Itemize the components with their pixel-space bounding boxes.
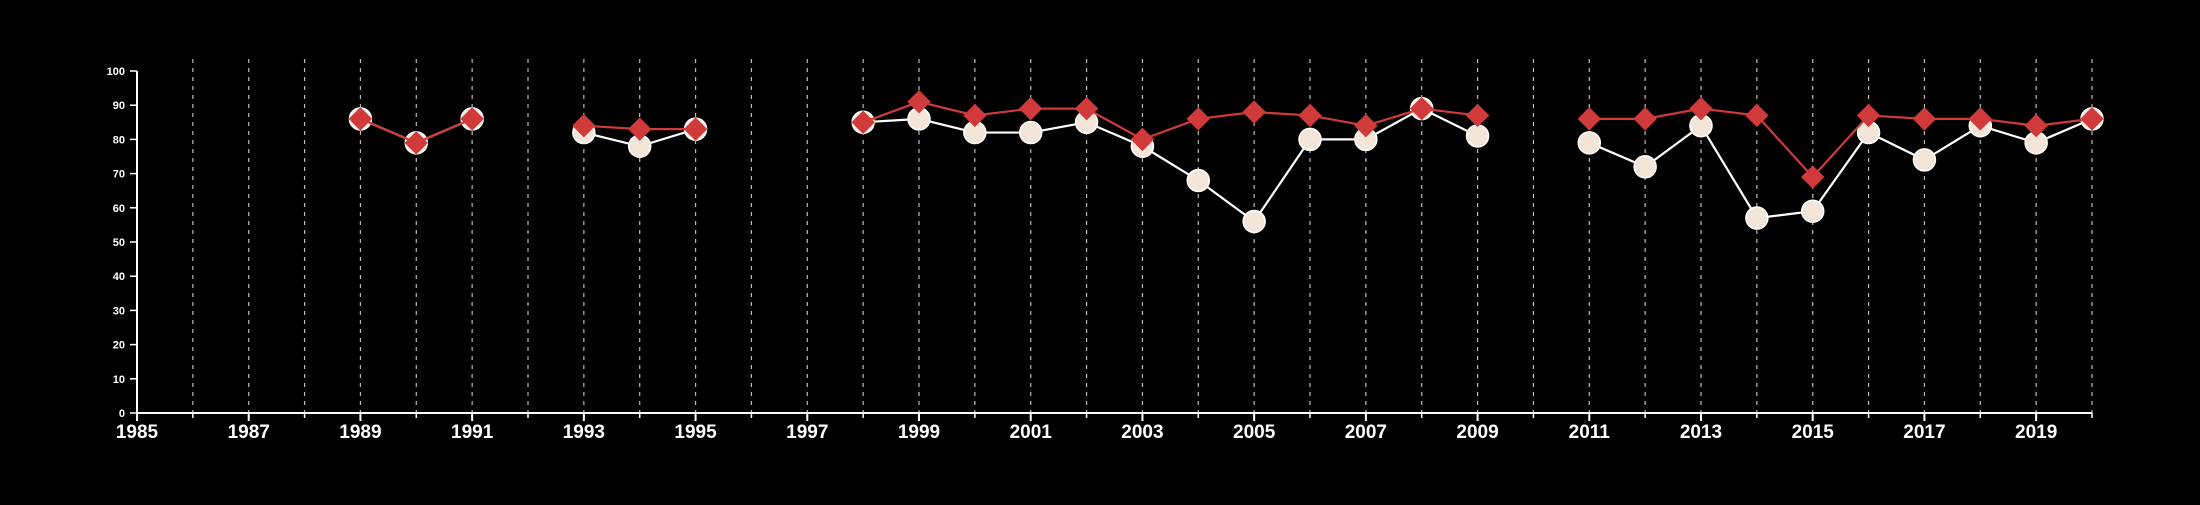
point-diamond-2019	[2024, 114, 2048, 138]
x-tick-label-1997: 1997	[786, 422, 828, 443]
point-diamond-1991	[460, 107, 484, 131]
x-tick-label-1989: 1989	[339, 422, 381, 443]
x-tick-label-2003: 2003	[1121, 422, 1163, 443]
x-tick-label-2015: 2015	[1792, 422, 1835, 443]
point-diamond-1998	[851, 110, 875, 135]
x-tick-label-1999: 1999	[898, 422, 940, 443]
x-tick-label-2009: 2009	[1456, 422, 1498, 443]
point-circle-2017	[1912, 148, 1937, 172]
point-diamond-2013	[1689, 96, 1713, 121]
point-circle-2004	[1186, 168, 1211, 193]
point-circle-2015	[1800, 199, 1825, 223]
x-tick-label-2005: 2005	[1233, 422, 1276, 443]
y-tick-label-30: 30	[113, 305, 125, 317]
y-tick-label-60: 60	[113, 203, 125, 215]
point-diamond-2008	[1410, 96, 1434, 121]
x-tick-label-2013: 2013	[1680, 422, 1722, 443]
point-diamond-2016	[1856, 103, 1881, 128]
point-circle-2012	[1633, 155, 1657, 179]
x-tick-label-2011: 2011	[1569, 422, 1611, 443]
point-circle-2009	[1465, 124, 1490, 148]
y-tick-label-90: 90	[113, 100, 125, 112]
series-2-line-segment-4	[1589, 107, 2093, 179]
y-tick-label-0: 0	[119, 408, 125, 420]
point-diamond-2000	[963, 103, 987, 128]
series-1-circle	[348, 96, 2104, 234]
series-2-diamond	[348, 90, 2104, 189]
point-diamond-1989	[348, 107, 373, 131]
point-diamond-2001	[1019, 96, 1043, 121]
point-diamond-2004	[1186, 107, 1210, 131]
x-tick-label-1995: 1995	[674, 422, 717, 443]
point-diamond-2011	[1577, 107, 1601, 131]
axis-layer: 0 10 20 30 40 50 60 70 80 90 100 1985 1987 1989 1991 19…	[107, 66, 2093, 443]
point-diamond-2012	[1633, 107, 1657, 131]
point-circle-2014	[1745, 206, 1769, 230]
point-diamond-2018	[1968, 107, 1992, 131]
point-diamond-2009	[1465, 103, 1490, 128]
y-tick-label-50: 50	[113, 237, 125, 249]
point-diamond-2002	[1074, 96, 1099, 121]
y-tick-label-40: 40	[113, 271, 125, 283]
y-tick-label-70: 70	[113, 169, 125, 181]
point-diamond-1995	[683, 117, 708, 141]
series-1-line-segment-4	[1588, 117, 2093, 220]
series-1-line-segment-3	[863, 107, 1479, 224]
series-layer	[348, 90, 2104, 234]
x-tick-label-2001: 2001	[1010, 422, 1053, 443]
y-tick-label-100: 100	[107, 66, 125, 78]
point-circle-2011	[1577, 131, 1602, 155]
x-tick-label-1987: 1987	[228, 422, 270, 443]
x-tick-label-2017: 2017	[1903, 422, 1945, 443]
point-circle-2001	[1018, 120, 1043, 145]
y-tick-label-10: 10	[113, 374, 125, 386]
point-circle-2006	[1298, 127, 1322, 152]
point-diamond-2007	[1354, 114, 1378, 138]
x-tick-label-1985: 1985	[116, 422, 159, 443]
x-tick-label-1991: 1991	[451, 422, 494, 443]
point-diamond-1994	[628, 117, 652, 141]
point-diamond-2005	[1242, 100, 1266, 124]
x-tick-label-2019: 2019	[2015, 422, 2057, 443]
point-diamond-2015	[1801, 165, 1825, 189]
series-2-line-segment-3	[862, 100, 1478, 141]
point-diamond-2020	[2080, 107, 2104, 131]
point-diamond-2003	[1130, 127, 1155, 152]
point-circle-2005	[1242, 209, 1266, 234]
point-diamond-1993	[572, 114, 596, 138]
point-diamond-2006	[1298, 103, 1322, 128]
point-diamond-1990	[404, 131, 428, 155]
x-tick-label-1993: 1993	[563, 422, 605, 443]
y-tick-label-80: 80	[113, 134, 125, 146]
x-tick-label-2007: 2007	[1345, 422, 1387, 443]
point-diamond-2014	[1745, 103, 1769, 128]
point-diamond-2017	[1912, 107, 1937, 131]
y-tick-label-20: 20	[113, 340, 125, 352]
point-diamond-1999	[907, 90, 931, 114]
